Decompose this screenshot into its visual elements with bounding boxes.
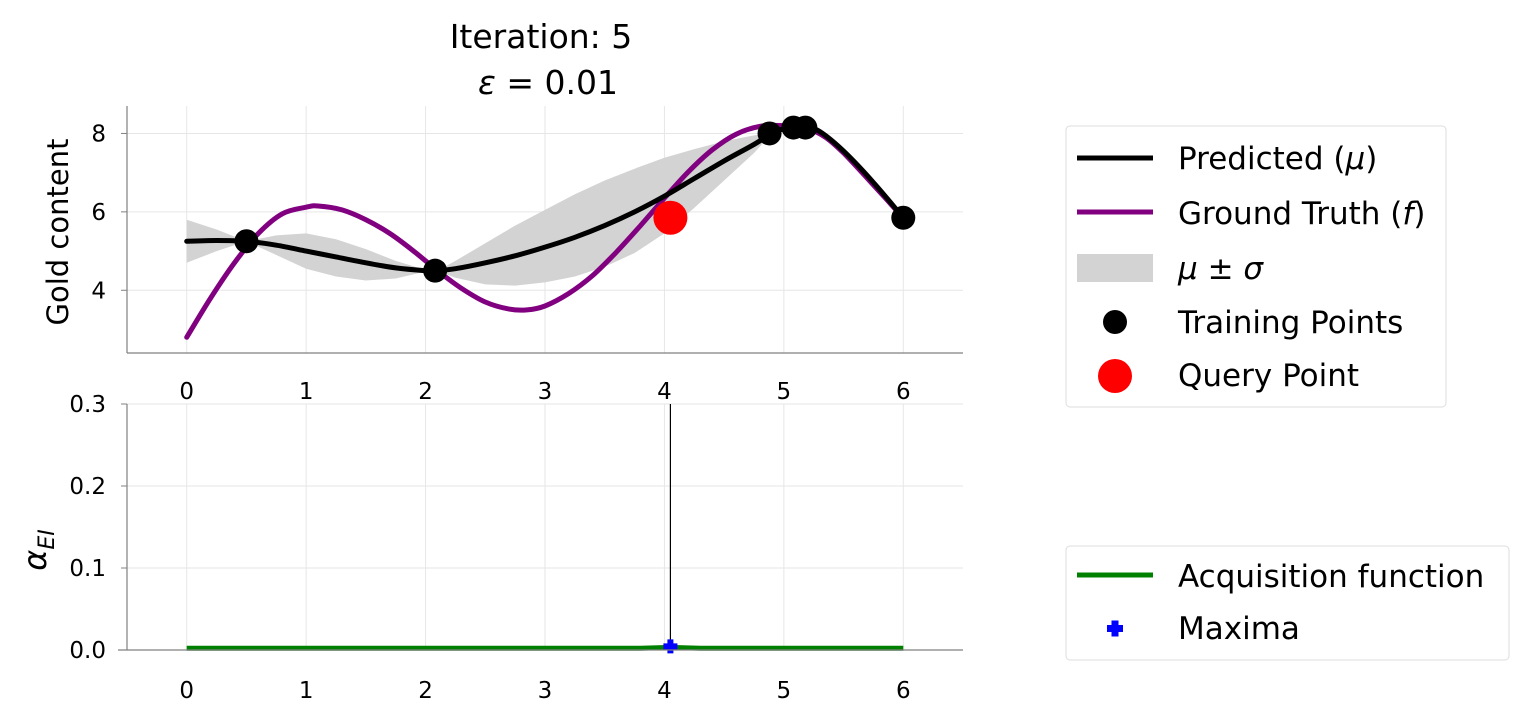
top-y-axis-label: Gold content [41, 139, 75, 326]
top-axes: 0 1 2 3 4 5 6 4 6 8 Gold content [41, 106, 963, 405]
bottom-x-tick-label: 5 [777, 678, 792, 704]
bottom-y-tick-label: 0.0 [69, 638, 106, 664]
query-point-marker [653, 200, 688, 235]
training-point-marker [793, 115, 818, 140]
bottom-x-tick-label: 4 [657, 678, 672, 704]
bottom-x-tick-label: 3 [538, 678, 553, 704]
alpha-subscript: EI [35, 529, 60, 549]
bottom-axes: 0 1 2 3 4 5 6 0.0 0.1 0.2 0.3 αEI [16, 392, 963, 704]
top-x-tick-label: 3 [538, 379, 553, 405]
legend-truth-label: Ground Truth (f) [1178, 196, 1425, 232]
training-point-marker [757, 121, 782, 146]
legend-query-marker [1098, 359, 1132, 393]
top-x-tick-label: 4 [657, 379, 672, 405]
epsilon-value: = 0.01 [496, 63, 618, 102]
bottom-series-lines [186, 644, 904, 651]
bottom-x-tick-label: 1 [299, 678, 314, 704]
top-x-tick-label: 6 [896, 379, 911, 405]
top-y-tick-label: 4 [91, 278, 106, 304]
bottom-x-tick-label: 2 [418, 678, 433, 704]
top-legend: Predicted (μ) Ground Truth (f) μ ± σ Tra… [1065, 125, 1447, 408]
top-x-tick-label: 5 [777, 379, 792, 405]
legend-band-label: μ ± σ [1177, 251, 1264, 287]
top-points [234, 115, 916, 283]
alpha-symbol: α [16, 550, 54, 571]
chart-title-line1: Iteration: 5 [450, 17, 633, 56]
top-x-tick-label: 0 [179, 379, 194, 405]
legend-query-label: Query Point [1178, 358, 1359, 394]
acquisition-function-line [186, 644, 904, 651]
legend-predicted-label: Predicted (μ) [1178, 141, 1377, 177]
legend-acq-label: Acquisition function [1178, 559, 1484, 595]
top-x-tick-label: 1 [299, 379, 314, 405]
top-legend-frame [1065, 125, 1447, 408]
legend-maxima-label: Maxima [1178, 611, 1300, 647]
legend-training-marker [1103, 310, 1127, 334]
epsilon-symbol: ε [478, 63, 496, 102]
bottom-tick-labels: 0 1 2 3 4 5 6 0.0 0.1 0.2 0.3 [69, 392, 910, 704]
bottom-y-tick-label: 0.1 [69, 556, 106, 582]
top-y-tick-label: 6 [91, 200, 106, 226]
legend-maxima-marker [1107, 620, 1123, 637]
bottom-x-tick-label: 0 [179, 678, 194, 704]
chart-title-line2: ε = 0.01 [478, 63, 618, 102]
legend-training-label: Training Points [1177, 305, 1403, 341]
uncertainty-band-area [186, 126, 904, 286]
bottom-legend-frame [1065, 545, 1510, 661]
top-y-tick-label: 8 [91, 121, 106, 147]
legend-band-swatch [1077, 254, 1153, 282]
bottom-y-tick-label: 0.3 [69, 392, 106, 418]
bottom-y-axis-label: αEI [16, 529, 60, 570]
training-point-marker [891, 205, 916, 230]
bottom-y-tick-label: 0.2 [69, 474, 106, 500]
bottom-x-tick-label: 6 [896, 678, 911, 704]
top-uncertainty-band [186, 126, 904, 286]
training-point-marker [234, 229, 259, 254]
training-point-marker [423, 258, 448, 283]
bottom-points [663, 639, 678, 654]
top-tick-labels: 0 1 2 3 4 5 6 4 6 8 [91, 121, 910, 405]
maxima-marker [663, 639, 678, 654]
bottom-legend: Acquisition function Maxima [1065, 545, 1510, 661]
bottom-grid [121, 403, 963, 651]
top-x-tick-label: 2 [418, 379, 433, 405]
